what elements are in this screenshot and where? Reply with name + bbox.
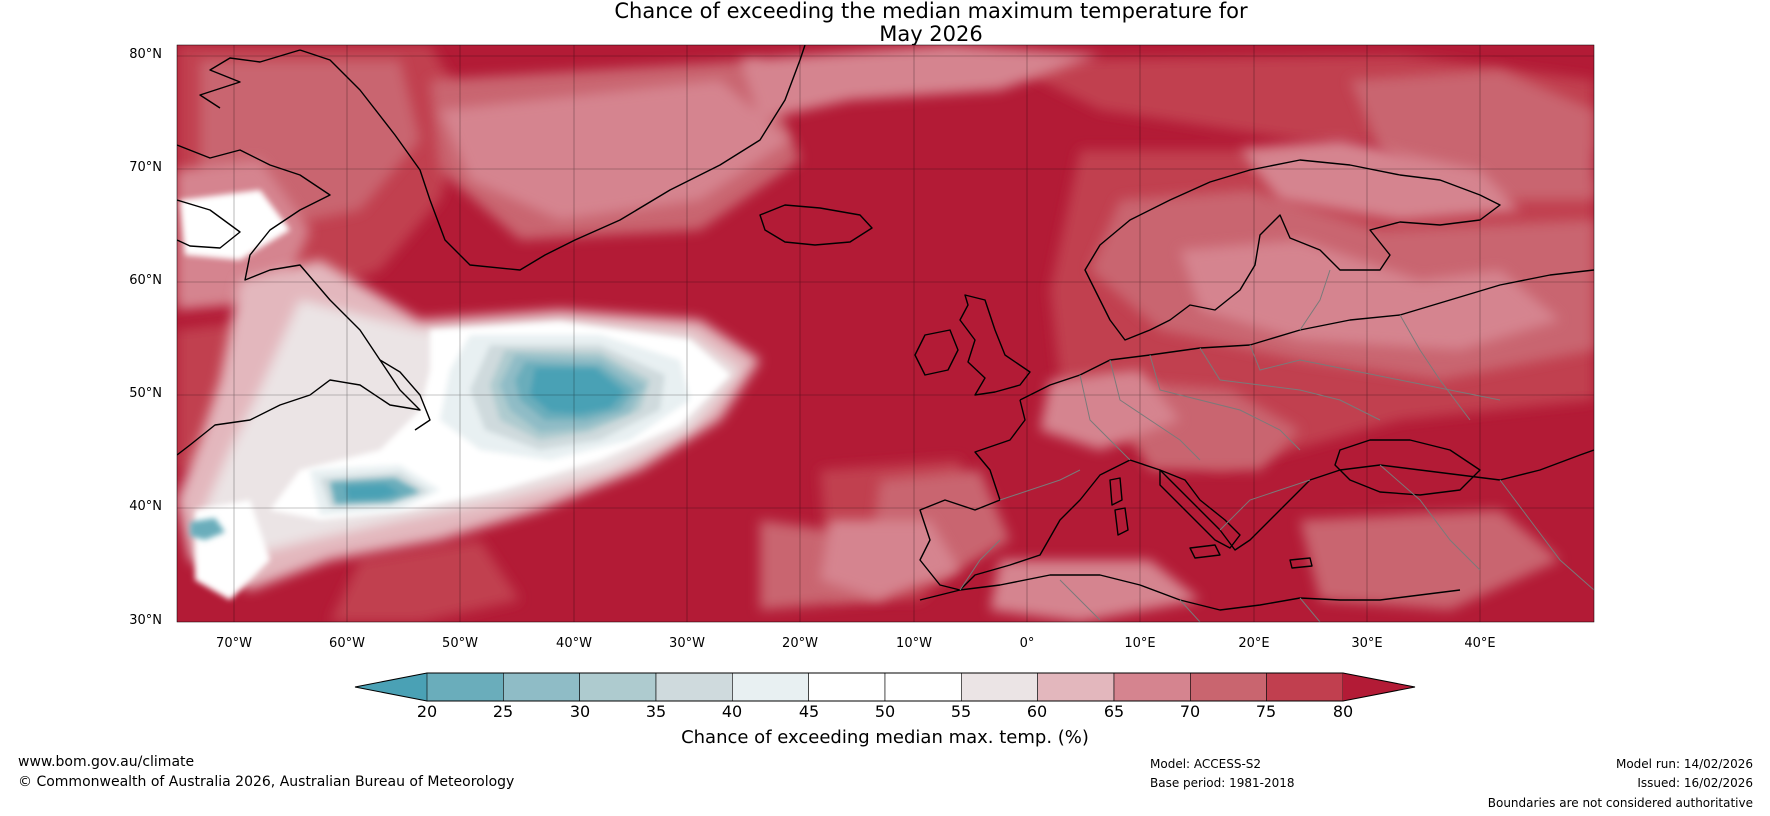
- base-period: Base period: 1981-2018: [1150, 776, 1295, 790]
- lon-label-20w: 20°W: [782, 636, 818, 651]
- lon-label-40e: 40°E: [1464, 636, 1496, 651]
- colorbar-cell: [808, 672, 886, 702]
- colorbar-tick-20: 20: [416, 702, 438, 721]
- coastlines: [177, 45, 1594, 611]
- colorbar-cells: [426, 672, 1344, 702]
- model-run-date: Model run: 14/02/2026: [1615, 757, 1753, 771]
- colorbar-cell: [503, 672, 580, 702]
- lat-label-70n: 70°N: [129, 160, 162, 175]
- colorbar-tick-30: 30: [569, 702, 591, 721]
- colorbar-outline: [354, 672, 1416, 702]
- lon-label-0: 0°: [1019, 636, 1035, 651]
- lon-label-10w: 10°W: [896, 636, 932, 651]
- colorbar-cell: [1113, 672, 1191, 702]
- colorbar-tick-65: 65: [1103, 702, 1125, 721]
- lat-label-60n: 60°N: [129, 273, 162, 288]
- map-frame: [176, 44, 1595, 623]
- colorbar-extend-low: [355, 673, 427, 701]
- lon-label-50w: 50°W: [442, 636, 478, 651]
- colorbar-tick-40: 40: [721, 702, 743, 721]
- colorbar-cell: [579, 672, 657, 702]
- lon-label-30e: 30°E: [1351, 636, 1383, 651]
- colorbar-tick-80: 80: [1332, 702, 1354, 721]
- lat-label-40n: 40°N: [129, 499, 162, 514]
- lon-label-10e: 10°E: [1124, 636, 1156, 651]
- chart-title: Chance of exceeding the median maximum t…: [0, 0, 1770, 46]
- probability-field: [177, 45, 1594, 622]
- model-name: Model: ACCESS-S2: [1150, 757, 1262, 771]
- colorbar-cell: [1266, 672, 1344, 702]
- graticule: [177, 45, 1594, 622]
- colorbar-cell: [961, 672, 1038, 702]
- colorbar-extend-high: [1343, 673, 1415, 701]
- lon-label-70w: 70°W: [216, 636, 252, 651]
- colorbar-cell: [1037, 672, 1115, 702]
- title-line-2: May 2026: [879, 22, 983, 46]
- colorbar-cell: [655, 672, 733, 702]
- boundaries-disclaimer: Boundaries are not considered authoritat…: [1487, 796, 1753, 810]
- colorbar-tick-70: 70: [1179, 702, 1201, 721]
- country-borders: [959, 269, 1594, 622]
- colorbar-tick-55: 55: [950, 702, 972, 721]
- colorbar: [354, 672, 1416, 702]
- lat-label-50n: 50°N: [129, 386, 162, 401]
- colorbar-tick-25: 25: [492, 702, 514, 721]
- lon-label-60w: 60°W: [329, 636, 365, 651]
- lat-label-80n: 80°N: [129, 47, 162, 62]
- colorbar-cell: [732, 672, 809, 702]
- colorbar-tick-50: 50: [874, 702, 896, 721]
- copyright-text: © Commonwealth of Australia 2026, Austra…: [18, 774, 515, 790]
- issued-date: Issued: 16/02/2026: [1637, 776, 1753, 790]
- website-link[interactable]: www.bom.gov.au/climate: [18, 754, 195, 770]
- colorbar-tick-35: 35: [645, 702, 667, 721]
- colorbar-tick-75: 75: [1255, 702, 1277, 721]
- colorbar-cell: [1190, 672, 1267, 702]
- title-line-1: Chance of exceeding the median maximum t…: [614, 0, 1248, 23]
- colorbar-tick-45: 45: [798, 702, 820, 721]
- colorbar-tick-60: 60: [1026, 702, 1048, 721]
- lon-label-30w: 30°W: [669, 636, 705, 651]
- colorbar-title: Chance of exceeding median max. temp. (%…: [681, 727, 1089, 748]
- colorbar-cell: [426, 672, 504, 702]
- lat-label-30n: 30°N: [129, 613, 162, 628]
- lon-label-20e: 20°E: [1238, 636, 1270, 651]
- lon-label-40w: 40°W: [556, 636, 592, 651]
- colorbar-cell: [884, 672, 962, 702]
